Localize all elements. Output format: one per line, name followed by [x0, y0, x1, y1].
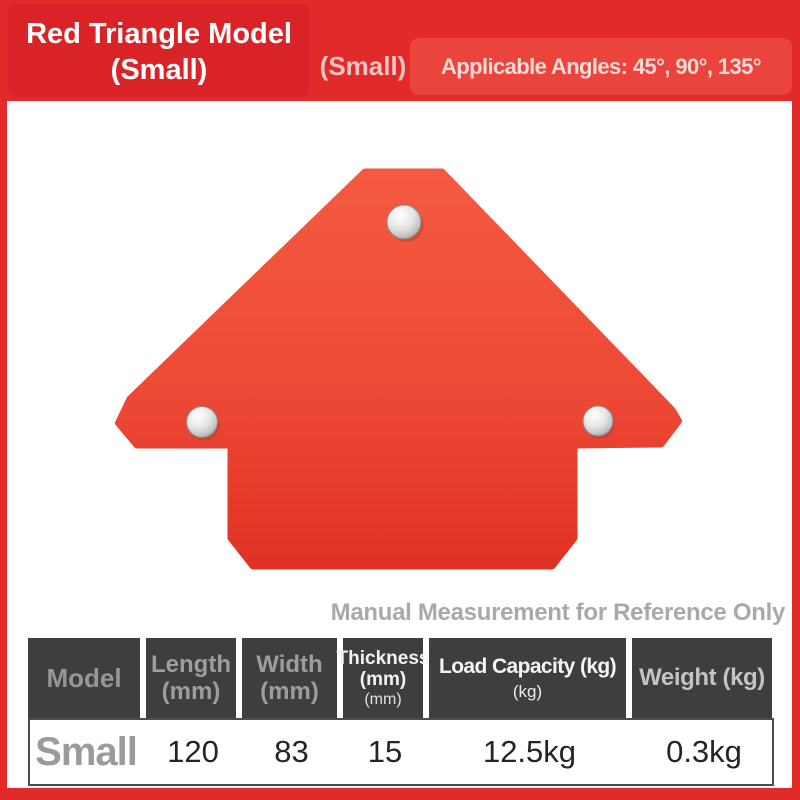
product-title-line1: Red Triangle Model: [26, 18, 292, 50]
col-header-model: Model: [28, 638, 140, 718]
col-header-length: Length (mm): [146, 638, 236, 718]
spec-value-weight: 0.3kg: [666, 734, 742, 769]
col-header-width: Width (mm): [242, 638, 337, 718]
rivet-right: [582, 405, 615, 439]
size-variant-label: (Small): [319, 51, 407, 81]
spec-table: Model Length (mm) Width (mm) Thickness (…: [28, 638, 774, 786]
spec-table-value-row: Small 120 83 15 12.5kg 0.3kg: [28, 718, 774, 786]
product-title-line2: (Small): [110, 54, 208, 86]
arrow-body: [115, 168, 682, 570]
spec-value-length: 120: [167, 734, 219, 769]
spec-value-load-capacity: 12.5kg: [482, 734, 577, 769]
spec-value-thickness: 15: [367, 734, 403, 769]
col-header-thickness: Thickness (mm) (mm): [337, 638, 429, 718]
rivet-left: [186, 406, 220, 441]
spec-value-model: Small: [35, 729, 138, 774]
col-header-weight: Weight (kg): [632, 638, 772, 718]
spec-table-header-row: Model Length (mm) Width (mm) Thickness (…: [28, 638, 774, 718]
col-header-load-capacity: Load Capacity (kg) (kg): [429, 638, 626, 718]
spec-value-width: 83: [274, 734, 309, 769]
product-title-banner: Red Triangle Model (Small): [8, 4, 310, 97]
applicable-angles-badge: Applicable Angles: 45°, 90°, 135°: [410, 38, 792, 95]
rivet-top: [386, 204, 424, 242]
reference-note: Manual Measurement for Reference Only: [330, 599, 786, 626]
